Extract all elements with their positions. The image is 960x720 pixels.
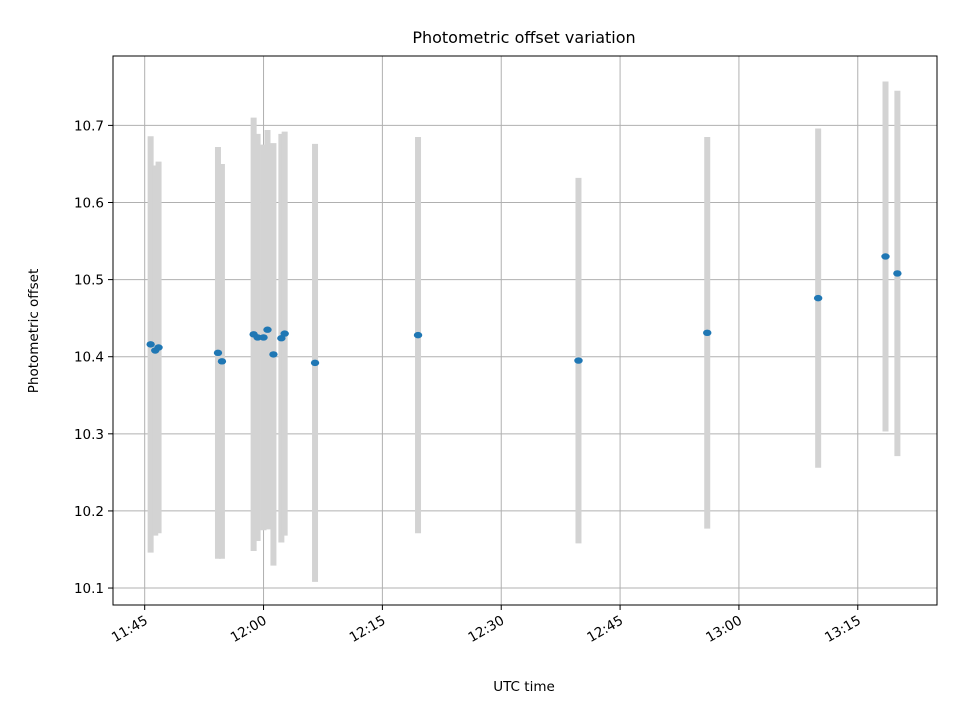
- y-axis-label: Photometric offset: [26, 269, 42, 393]
- data-point: [881, 253, 890, 260]
- y-tick-label: 10.4: [74, 350, 104, 366]
- x-axis-label: UTC time: [493, 679, 555, 695]
- data-point: [280, 330, 289, 337]
- data-point: [217, 358, 227, 365]
- data-point: [893, 270, 902, 277]
- data-point: [413, 331, 423, 339]
- data-point: [813, 294, 823, 302]
- data-point: [154, 344, 163, 351]
- data-point: [310, 359, 320, 367]
- chart-title: Photometric offset variation: [412, 28, 635, 47]
- data-point: [146, 341, 155, 348]
- y-tick-label: 10.6: [74, 196, 104, 212]
- data-points: [146, 253, 902, 367]
- plot-area-frame: [112, 55, 938, 606]
- y-tick-label: 10.1: [74, 581, 104, 597]
- y-tick-label: 10.5: [74, 273, 104, 289]
- data-point: [259, 334, 268, 341]
- y-tick-label: 10.7: [74, 118, 104, 134]
- data-point: [703, 329, 712, 337]
- grid: [113, 56, 937, 605]
- y-tick-label: 10.2: [74, 504, 104, 520]
- data-point: [213, 349, 223, 357]
- data-point: [253, 334, 262, 341]
- data-point: [269, 351, 278, 358]
- y-tick-label: 10.3: [74, 427, 104, 443]
- data-point: [574, 357, 583, 364]
- data-point: [263, 326, 272, 333]
